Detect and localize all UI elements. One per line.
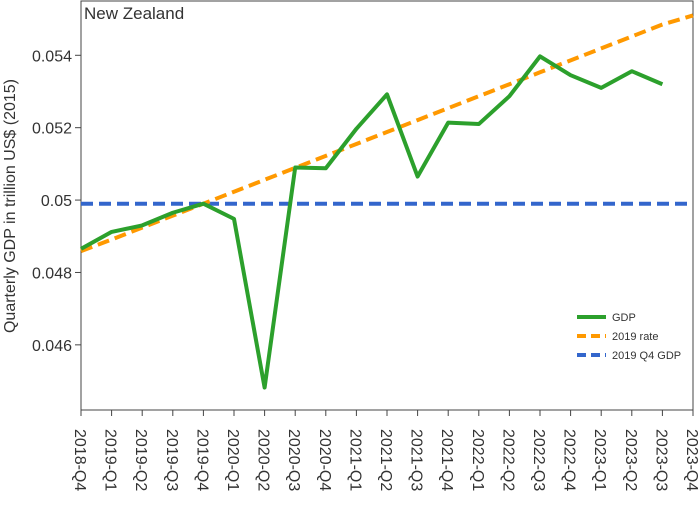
- y-tick-label: 0.046: [32, 338, 72, 355]
- x-tick-label: 2019-Q3: [163, 429, 180, 491]
- series-line-gdp: [80, 54, 664, 390]
- x-tick-label: 2023-Q3: [652, 429, 669, 491]
- chart-title: New Zealand: [84, 4, 184, 23]
- y-tick-label: 0.054: [32, 48, 72, 65]
- x-tick-label: 2022-Q1: [469, 429, 486, 491]
- x-tick-label: 2020-Q4: [316, 429, 333, 491]
- x-tick-label: 2023-Q4: [683, 429, 700, 491]
- legend-label-2019-q4-gdp: 2019 Q4 GDP: [612, 350, 681, 362]
- legend-label-2019-rate: 2019 rate: [612, 331, 658, 343]
- x-tick-label: 2019-Q2: [132, 429, 149, 491]
- x-tick-label: 2021-Q2: [377, 429, 394, 491]
- x-tick-label: 2020-Q1: [224, 429, 241, 491]
- x-tick-label: 2023-Q2: [622, 429, 639, 491]
- x-tick-label: 2022-Q2: [499, 429, 516, 491]
- legend-label-gdp: GDP: [612, 312, 636, 324]
- x-tick-label: 2019-Q1: [102, 429, 119, 491]
- series-layer: [80, 13, 694, 390]
- y-tick-label: 0.05: [41, 193, 72, 210]
- x-tick-label: 2019-Q4: [193, 429, 210, 491]
- x-tick-label: 2021-Q4: [438, 429, 455, 491]
- x-tick-label: 2020-Q2: [255, 429, 272, 491]
- x-tick-label: 2021-Q1: [346, 429, 363, 491]
- x-tick-label: 2018-Q4: [71, 429, 88, 491]
- y-tick-label: 0.048: [32, 265, 72, 282]
- x-tick-label: 2021-Q3: [408, 429, 425, 491]
- y-axis-label: Quarterly GDP in trillion US$ (2015): [2, 79, 19, 333]
- legend: GDP 2019 rate 2019 Q4 GDP: [577, 312, 681, 362]
- x-tick-label: 2022-Q4: [561, 429, 578, 491]
- x-tick-label: 2020-Q3: [285, 429, 302, 491]
- y-tick-label: 0.052: [32, 121, 72, 138]
- x-tick-label: 2022-Q3: [530, 429, 547, 491]
- x-tick-label: 2023-Q1: [591, 429, 608, 491]
- series-line-2019-rate: [80, 13, 694, 253]
- axes: 0.046 0.048 0.05 0.052 0.054 2018-Q4 2019-Q1 20…: [32, 0, 700, 491]
